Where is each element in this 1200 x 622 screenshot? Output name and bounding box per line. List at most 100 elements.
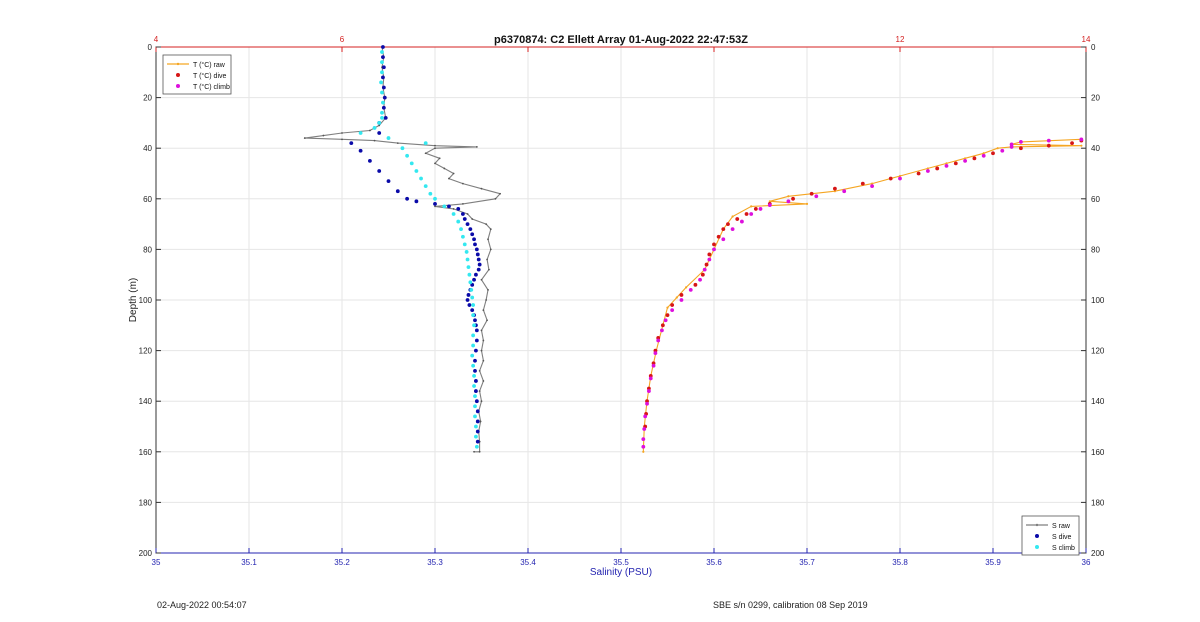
data-point (433, 196, 437, 201)
data-point (377, 131, 382, 135)
data-point (1079, 137, 1084, 142)
x-tick-label: 35.8 (892, 558, 908, 567)
data-point (707, 252, 712, 257)
data-point (698, 277, 702, 282)
x-tick-label: 35.9 (985, 558, 1001, 567)
data-point (860, 181, 865, 186)
raw-point (443, 167, 446, 170)
y-tick-label: 120 (139, 347, 153, 356)
footer-calibration: SBE s/n 0299, calibration 08 Sep 2019 (713, 600, 868, 610)
legend-label: S climb (1052, 545, 1075, 552)
raw-point (731, 215, 734, 218)
y-tick-label: 200 (139, 549, 153, 558)
data-point (469, 287, 474, 292)
raw-point (322, 134, 325, 137)
series-t-climb (641, 137, 1084, 449)
data-point (380, 50, 384, 54)
x2-tick-label: 14 (1082, 35, 1091, 44)
data-point (735, 217, 740, 221)
legend-marker (176, 73, 180, 77)
data-point (888, 176, 893, 181)
raw-point (480, 349, 483, 352)
data-point (472, 277, 476, 282)
y-tick-label: 140 (139, 397, 153, 406)
data-point (400, 146, 405, 151)
raw-point (396, 142, 399, 145)
raw-point (485, 223, 488, 226)
raw-point (341, 138, 343, 141)
data-point (963, 158, 967, 163)
data-point (358, 131, 363, 135)
data-point (991, 151, 995, 156)
data-point (670, 303, 675, 307)
data-point (409, 161, 414, 166)
legend-marker (1035, 545, 1039, 549)
data-point (665, 313, 670, 318)
raw-point (871, 182, 874, 185)
y-tick-label: 100 (139, 296, 153, 305)
series-t-dive (643, 138, 1084, 429)
legend-box (162, 54, 232, 95)
data-point (643, 414, 648, 419)
raw-point (478, 450, 481, 453)
raw-point (482, 309, 485, 312)
y-axis-label: Depth (m) (128, 278, 139, 322)
raw-point (424, 152, 427, 155)
series-s-dive (349, 45, 482, 444)
data-point (468, 280, 473, 285)
y2-tick-label: 180 (1091, 498, 1105, 507)
y-tick-label: 40 (143, 144, 152, 153)
data-point (473, 414, 477, 419)
data-point (981, 153, 986, 158)
raw-point (898, 174, 902, 178)
x-axis-label: Salinity (PSU) (590, 567, 652, 578)
legend-label: T (°C) dive (193, 72, 227, 80)
data-point (472, 374, 476, 378)
y2-tick-label: 80 (1091, 245, 1100, 254)
raw-point (452, 172, 455, 175)
raw-point (945, 162, 948, 165)
data-point (679, 293, 684, 297)
data-point (475, 409, 480, 414)
raw-point (341, 132, 343, 134)
data-point (670, 308, 675, 313)
data-point (786, 199, 791, 204)
y-tick-label: 180 (139, 498, 153, 507)
raw-point (964, 157, 967, 160)
legend-label: S dive (1052, 534, 1072, 541)
data-point (442, 204, 447, 209)
legend-label: T (°C) raw (193, 61, 226, 69)
data-point (379, 80, 383, 85)
data-point (653, 351, 658, 356)
y-tick-label: 0 (148, 43, 153, 52)
data-point (475, 252, 480, 257)
data-point (465, 222, 470, 227)
raw-point (434, 144, 436, 147)
data-point (381, 105, 386, 110)
x-tick-label: 35 (152, 558, 161, 567)
raw-point (482, 339, 485, 342)
data-point (471, 343, 476, 348)
data-point (405, 196, 409, 201)
data-point (471, 333, 476, 338)
data-point (462, 217, 467, 221)
raw-point (373, 139, 376, 142)
y-tick-label: 60 (143, 195, 152, 204)
data-point (726, 222, 730, 227)
data-point (663, 318, 668, 323)
data-point (474, 379, 478, 383)
data-point (419, 176, 423, 181)
data-point (476, 257, 481, 262)
data-point (380, 70, 384, 75)
raw-point (369, 129, 371, 132)
data-point (473, 394, 477, 399)
data-point (472, 384, 476, 388)
data-point (753, 207, 758, 211)
data-point (1019, 139, 1023, 144)
data-point (935, 166, 940, 171)
data-point (414, 199, 419, 204)
raw-point (478, 369, 481, 372)
legend-label: T (°C) climb (193, 83, 230, 91)
data-point (926, 169, 930, 173)
data-point (642, 427, 647, 431)
